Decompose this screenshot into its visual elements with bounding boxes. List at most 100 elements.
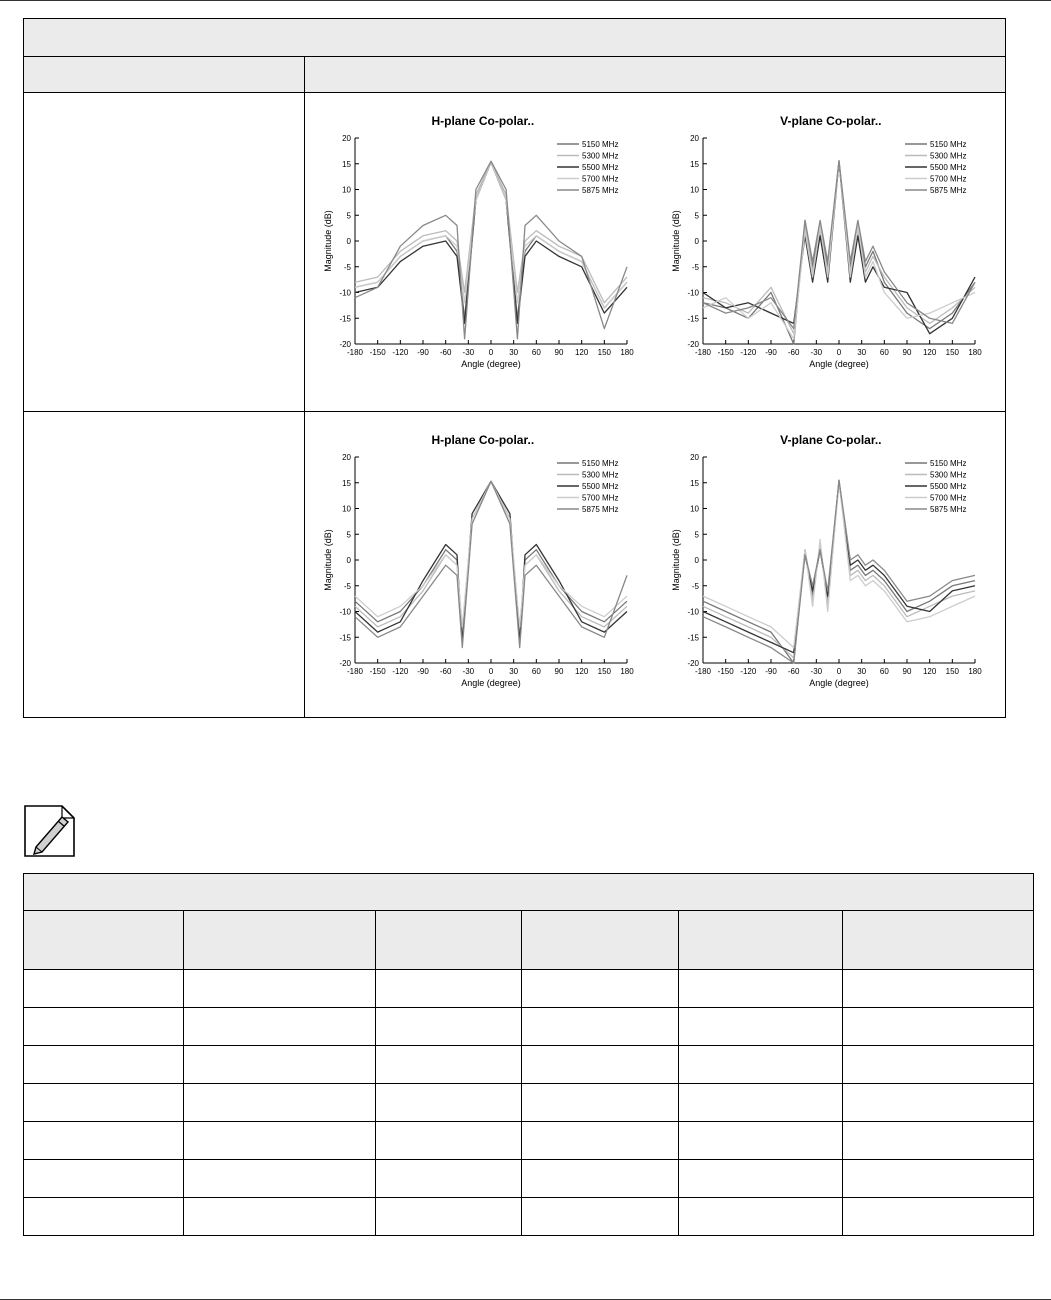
note-icon (22, 803, 78, 859)
x-axis-label: Angle (degree) (809, 359, 869, 369)
x-axis-label: Angle (degree) (461, 678, 521, 688)
y-tick-label: -15 (687, 314, 699, 323)
table-cell (183, 1159, 376, 1198)
x-tick-label: 60 (532, 667, 541, 676)
y-tick-label: -5 (692, 263, 700, 272)
x-tick-label: 120 (923, 667, 937, 676)
x-tick-label: -90 (417, 348, 429, 357)
x-tick-label: 90 (903, 348, 912, 357)
x-tick-label: -60 (440, 667, 452, 676)
table-cell (375, 1045, 522, 1084)
x-tick-label: 0 (837, 348, 842, 357)
x-tick-label: -180 (695, 348, 712, 357)
row-label-cell (23, 411, 305, 718)
table-row (23, 1159, 1035, 1198)
y-tick-label: -5 (344, 263, 352, 272)
y-axis-label: Magnitude (dB) (671, 210, 681, 272)
x-tick-label: 0 (489, 348, 494, 357)
x-tick-label: -180 (695, 667, 712, 676)
x-tick-label: 60 (880, 667, 889, 676)
x-tick-label: -60 (440, 348, 452, 357)
table-cell (678, 969, 843, 1008)
legend-label: 5875 MHz (930, 505, 966, 514)
table-cell (521, 1045, 679, 1084)
legend-label: 5150 MHz (582, 140, 618, 149)
x-tick-label: 60 (880, 348, 889, 357)
table-cell (841, 1045, 1035, 1084)
header-cell (841, 910, 1035, 970)
y-tick-label: -10 (687, 289, 699, 298)
header-cell (183, 910, 376, 970)
y-tick-label: -10 (687, 608, 699, 617)
table-cell (521, 1121, 679, 1160)
x-tick-label: -30 (811, 667, 823, 676)
series-line (354, 480, 628, 628)
table-row (23, 969, 1035, 1008)
x-tick-label: -150 (370, 348, 387, 357)
table-cell (183, 1045, 376, 1084)
table-cell (23, 1083, 184, 1122)
table-row (23, 1121, 1035, 1160)
legend-label: 5700 MHz (582, 175, 618, 184)
y-axis-label: Magnitude (dB) (671, 529, 681, 591)
y-tick-label: 20 (690, 134, 699, 143)
table-cell (678, 1045, 843, 1084)
x-tick-label: -120 (392, 667, 409, 676)
table-cell (375, 1121, 522, 1160)
h-plane-chart: H-plane Co-polar.. 20 15 10 5 0 -5 -10 -15 -20-18… (323, 433, 634, 688)
y-tick-label: 10 (690, 186, 699, 195)
series-line (354, 160, 628, 340)
table-cell (678, 1121, 843, 1160)
plot-cell: H-plane Co-polar.. 20 15 10 5 0 -5 -10 -15 -20 -18… (304, 92, 1006, 412)
x-tick-label: 30 (857, 348, 866, 357)
y-tick-label: -15 (339, 633, 351, 642)
chart-title: V-plane Co-polar.. (780, 114, 881, 128)
top-rule (0, 0, 1051, 1)
table-cell (841, 969, 1035, 1008)
legend-label: 5875 MHz (930, 186, 966, 195)
table-cell (678, 1007, 843, 1046)
radiation-pattern-table: H-plane Co-polar.. 20 15 10 5 0 -5 -10 -15 -20 -18… (23, 18, 1006, 718)
header-cell-left (23, 56, 305, 93)
chart-title: V-plane Co-polar.. (780, 433, 881, 447)
table-row (23, 1083, 1035, 1122)
y-tick-label: 10 (342, 505, 351, 514)
table-cell (23, 1007, 184, 1046)
table-title-cell (22, 873, 1035, 911)
table-cell (521, 1083, 679, 1122)
series-line (702, 160, 976, 330)
y-tick-label: 5 (347, 211, 352, 220)
table-cell (183, 1121, 376, 1160)
table-cell (23, 1121, 184, 1160)
x-tick-label: 0 (489, 667, 494, 676)
x-tick-label: -120 (392, 348, 409, 357)
table-cell (678, 1159, 843, 1198)
table-cell (841, 1197, 1035, 1236)
chart-title: H-plane Co-polar.. (431, 114, 534, 128)
x-tick-label: 180 (620, 667, 634, 676)
table-title-cell (23, 18, 1006, 57)
plot-cell: H-plane Co-polar.. 20 15 10 5 0 -5 -10 -15 -20 -18… (304, 411, 1006, 718)
x-tick-label: 180 (968, 667, 982, 676)
table-row (23, 1045, 1035, 1084)
y-tick-label: 10 (342, 186, 351, 195)
x-tick-label: -30 (463, 667, 475, 676)
y-tick-label: 20 (342, 134, 351, 143)
table-cell (183, 969, 376, 1008)
x-tick-label: 120 (575, 667, 589, 676)
legend-label: 5500 MHz (582, 482, 618, 491)
header-cell (375, 910, 522, 970)
y-tick-label: -20 (339, 340, 351, 349)
table-header-row (23, 910, 1035, 970)
legend-label: 5875 MHz (582, 186, 618, 195)
y-tick-label: -15 (339, 314, 351, 323)
table-title-row (23, 18, 1006, 57)
x-tick-label: -150 (370, 667, 387, 676)
y-tick-label: -10 (339, 289, 351, 298)
y-axis-label: Magnitude (dB) (323, 210, 333, 272)
empty-data-table (22, 873, 1035, 1236)
table-row (23, 1007, 1035, 1046)
y-tick-label: 5 (695, 211, 700, 220)
y-tick-label: 20 (690, 453, 699, 462)
series-line (354, 480, 628, 649)
